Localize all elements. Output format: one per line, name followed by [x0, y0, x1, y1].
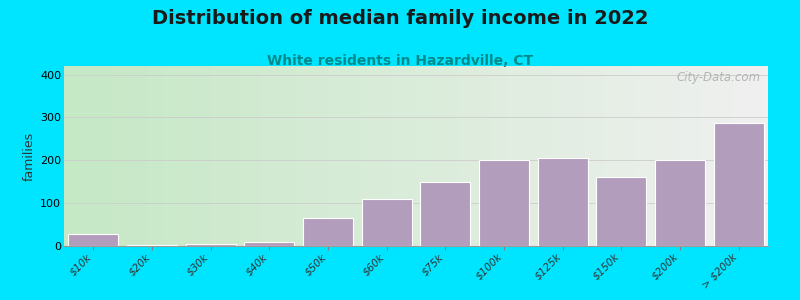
Bar: [69, 234, 118, 246]
Bar: [596, 177, 646, 246]
Y-axis label: families: families: [23, 131, 36, 181]
Bar: [245, 242, 294, 246]
Bar: [362, 199, 411, 246]
Bar: [479, 160, 529, 246]
Text: City-Data.com: City-Data.com: [677, 71, 761, 84]
Bar: [127, 245, 177, 246]
Bar: [714, 123, 763, 246]
Bar: [655, 160, 705, 246]
Text: White residents in Hazardville, CT: White residents in Hazardville, CT: [267, 54, 533, 68]
Bar: [421, 182, 470, 246]
Bar: [538, 158, 587, 246]
Bar: [303, 218, 353, 246]
Bar: [186, 244, 235, 246]
Text: Distribution of median family income in 2022: Distribution of median family income in …: [152, 9, 648, 28]
